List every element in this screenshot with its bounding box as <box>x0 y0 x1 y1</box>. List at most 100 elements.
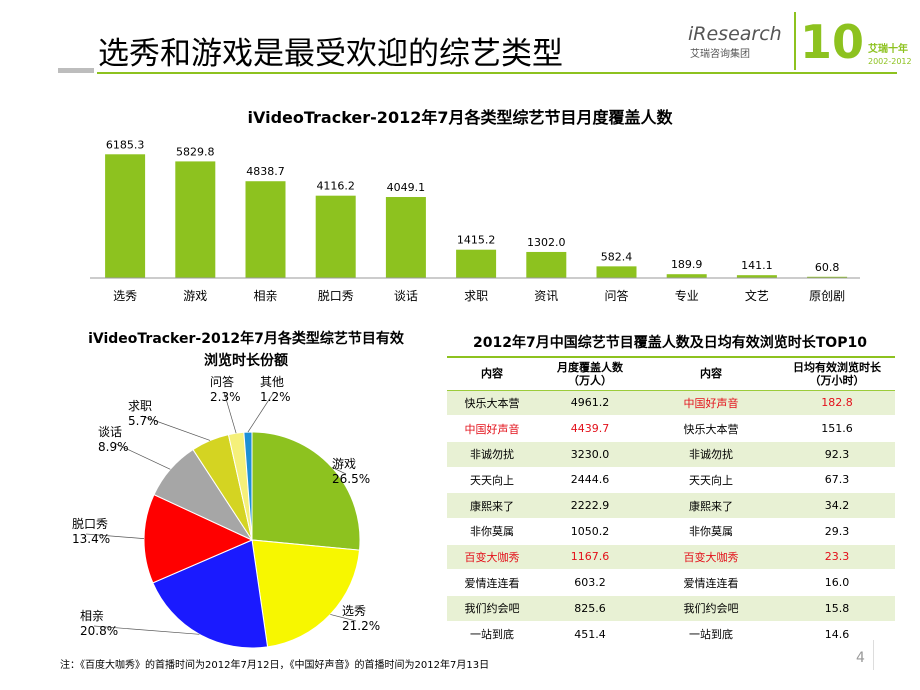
bar-value-label: 1302.0 <box>527 236 566 249</box>
bar-value-label: 4116.2 <box>316 180 355 193</box>
row-coverage: 3230.0 <box>537 441 643 468</box>
bar-category-label: 脱口秀 <box>318 288 354 303</box>
bar-value-label: 4049.1 <box>387 181 426 194</box>
row-duration: 182.8 <box>779 390 895 417</box>
bar-value-label: 1415.2 <box>457 234 496 247</box>
pie-chart-title: iVideoTracker-2012年7月各类型综艺节目有效 <box>88 331 404 347</box>
header-duration: 日均有效浏览时长 （万小时） <box>779 356 895 391</box>
pie-leader-line <box>331 466 347 475</box>
table-row: 一站到底 451.4 一站到底 14.6 <box>447 621 895 648</box>
pie-leader-line <box>93 625 200 635</box>
row-duration: 16.0 <box>779 569 895 596</box>
row-coverage: 4961.2 <box>537 390 643 417</box>
pie-slice-label: 选秀 <box>342 604 366 618</box>
bar-category-label: 原创剧 <box>809 289 845 303</box>
row-duration: 67.3 <box>779 467 895 494</box>
table-row: 快乐大本营 4961.2 中国好声音 182.8 <box>447 390 895 417</box>
row-content-1: 中国好声音 <box>447 415 537 442</box>
bar-5 <box>456 249 497 278</box>
row-duration: 151.6 <box>779 415 895 442</box>
bar-category-label: 文艺 <box>745 288 769 303</box>
pie-slice-label: 求职 <box>128 399 152 413</box>
pie-leader-line <box>330 614 357 622</box>
table-row: 康熙来了 2222.9 康熙来了 34.2 <box>447 492 895 519</box>
bar-category-label: 求职 <box>464 289 488 303</box>
pie-slice-label: 问答 <box>210 374 234 389</box>
pie-slice-pct: 5.7% <box>128 414 159 428</box>
pie-leader-line <box>111 441 171 470</box>
bar-category-label: 谈话 <box>394 289 418 303</box>
pie-slice-label: 谈话 <box>98 425 122 439</box>
row-content-2: 康熙来了 <box>643 492 779 519</box>
row-content-2: 快乐大本营 <box>643 415 779 442</box>
row-content-2: 一站到底 <box>643 621 779 648</box>
pie-slice-pct: 8.9% <box>98 440 129 454</box>
bar-8 <box>666 274 707 278</box>
bar-value-label: 189.9 <box>671 258 703 271</box>
row-content-1: 非诚勿扰 <box>447 441 537 468</box>
bar-10 <box>807 276 848 278</box>
table-row: 非你莫属 1050.2 非你莫属 29.3 <box>447 518 895 545</box>
bar-value-label: 6185.3 <box>106 138 145 151</box>
pie-slice-label: 其他 <box>260 375 284 389</box>
pie-slice-0 <box>251 431 361 551</box>
logo-brand: iResearch <box>688 23 782 45</box>
header-content-1: 内容 <box>447 356 537 391</box>
pie-slice-pct: 13.4% <box>72 532 110 546</box>
table-body: 快乐大本营 4961.2 中国好声音 182.8 中国好声音 4439.7 快乐大本营 151… <box>447 390 895 648</box>
top10-table: 内容 月度覆盖人数 （万人） 内容 日均有效浏览时长 （万小时） 快乐大本营 4961… <box>447 356 895 648</box>
row-coverage: 1167.6 <box>537 544 643 571</box>
table-header-row: 内容 月度覆盖人数 （万人） 内容 日均有效浏览时长 （万小时） <box>447 356 895 391</box>
row-duration: 29.3 <box>779 518 895 545</box>
row-content-1: 康熙来了 <box>447 492 537 519</box>
pie-slice-pct: 1.2% <box>260 390 291 404</box>
bar-chart: 6185.3 选秀 5829.8 游戏 4838.7 相亲 4116.2 脱口秀 4049.1 谈… <box>90 138 860 303</box>
pie-leader-line <box>85 533 145 539</box>
table-row: 我们约会吧 825.6 我们约会吧 15.8 <box>447 595 895 622</box>
bar-value-label: 141.1 <box>741 259 773 272</box>
pie-leader-line <box>247 391 275 433</box>
page-number-rule <box>873 640 874 670</box>
bar-category-label: 问答 <box>604 288 628 303</box>
logo-anniversary-cn: 艾瑞十年 <box>868 42 908 55</box>
row-content-1: 爱情连连看 <box>447 569 537 596</box>
row-duration: 14.6 <box>779 621 895 648</box>
row-content-1: 天天向上 <box>447 467 537 494</box>
pie-slice-pct: 26.5% <box>332 472 370 486</box>
table-row: 百变大咖秀 1167.6 百变大咖秀 23.3 <box>447 544 895 571</box>
table-row: 天天向上 2444.6 天天向上 67.3 <box>447 467 895 494</box>
row-content-1: 一站到底 <box>447 621 537 648</box>
pie-slice-label: 游戏 <box>332 457 356 471</box>
row-coverage: 451.4 <box>537 621 643 648</box>
logo-divider <box>794 12 796 70</box>
bar-value-label: 4838.7 <box>246 165 285 178</box>
pie-slice-pct: 21.2% <box>342 619 380 633</box>
bar-4 <box>385 197 426 278</box>
row-content-1: 我们约会吧 <box>447 595 537 622</box>
page-number: 4 <box>856 650 865 666</box>
row-content-1: 快乐大本营 <box>447 390 537 417</box>
header-content-2: 内容 <box>643 356 779 391</box>
pie-slice-label: 脱口秀 <box>72 516 108 531</box>
row-content-2: 天天向上 <box>643 467 779 494</box>
bar-value-label: 5829.8 <box>176 145 215 158</box>
pie-slice-2 <box>152 539 269 649</box>
table-title: 2012年7月中国综艺节目覆盖人数及日均有效浏览时长TOP10 <box>473 335 867 351</box>
footnote: 注：《百度大咖秀》的首播时间为2012年7月12日，《中国好声音》的首播时间为2… <box>60 660 490 671</box>
bar-7 <box>596 266 637 278</box>
bar-category-label: 选秀 <box>113 289 137 303</box>
bar-category-label: 相亲 <box>253 289 277 303</box>
bar-value-label: 60.8 <box>815 261 840 274</box>
row-coverage: 2444.6 <box>537 467 643 494</box>
pie-chart-title-line2: 浏览时长份额 <box>204 353 288 369</box>
row-duration: 23.3 <box>779 544 895 571</box>
logo-years: 2002-2012 <box>868 57 912 66</box>
bar-category-label: 资讯 <box>534 289 558 303</box>
row-coverage: 4439.7 <box>537 415 643 442</box>
pie-slice-label: 相亲 <box>80 609 104 623</box>
row-duration: 34.2 <box>779 492 895 519</box>
iresearch-logo: iResearch 艾瑞咨询集团 10 艾瑞十年 2002-2012 <box>688 12 912 70</box>
table-row: 中国好声音 4439.7 快乐大本营 151.6 <box>447 415 895 442</box>
slide-title: 选秀和游戏是最受欢迎的综艺类型 <box>98 36 563 72</box>
